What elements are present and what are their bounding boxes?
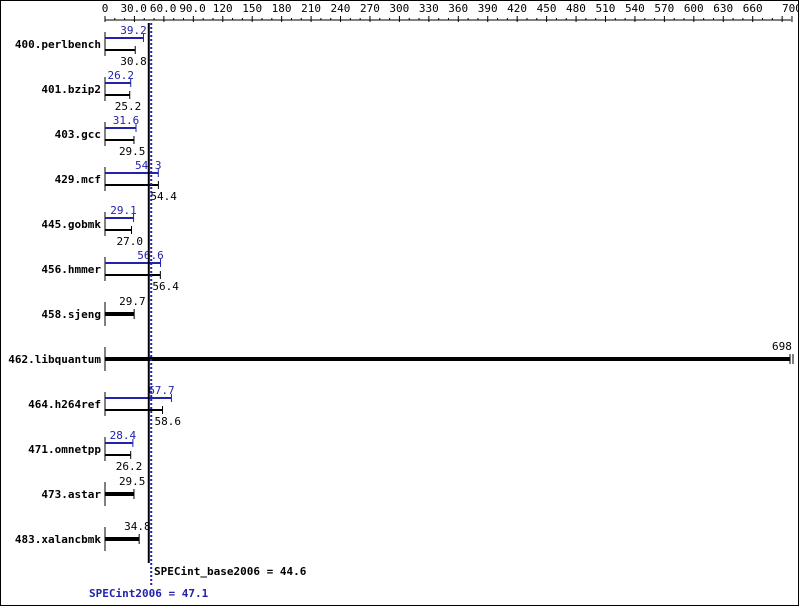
base-value-label: 58.6: [155, 415, 182, 428]
benchmark-label: 401.bzip2: [41, 83, 101, 96]
x-tick-label: 210: [301, 2, 321, 15]
benchmark-label: 464.h264ref: [28, 398, 101, 411]
x-tick-label: 700: [782, 2, 798, 15]
peak-mean-label: SPECint2006 = 47.1: [89, 587, 209, 600]
x-tick-label: 330: [419, 2, 439, 15]
x-tick-label: 360: [448, 2, 468, 15]
peak-value-label: 28.4: [110, 429, 137, 442]
x-tick-label: 60.0: [150, 2, 177, 15]
x-tick-label: 120: [213, 2, 233, 15]
x-tick-label: 450: [537, 2, 557, 15]
benchmark-label: 462.libquantum: [8, 353, 101, 366]
base-value-label: 27.0: [116, 235, 143, 248]
x-tick-label: 420: [507, 2, 527, 15]
x-tick-label: 540: [625, 2, 645, 15]
x-tick-label: 150: [242, 2, 262, 15]
x-tick-label: 270: [360, 2, 380, 15]
peak-value-label: 26.2: [107, 69, 134, 82]
x-tick-label: 630: [713, 2, 733, 15]
peak-value-label: 29.1: [110, 204, 137, 217]
x-tick-label: 180: [272, 2, 292, 15]
peak-value-label: 31.6: [113, 114, 140, 127]
base-value-label: 25.2: [115, 100, 141, 113]
peak-value-label: 67.7: [148, 384, 175, 397]
base-value-label: 34.8: [124, 520, 150, 533]
base-value-label: 26.2: [116, 460, 143, 473]
x-tick-label: 480: [566, 2, 586, 15]
benchmark-label: 471.omnetpp: [28, 443, 101, 456]
base-value-label: 29.5: [119, 475, 146, 488]
base-value-label: 54.4: [150, 190, 177, 203]
base-value-label: 30.8: [120, 55, 147, 68]
benchmark-label: 473.astar: [41, 488, 101, 501]
benchmark-label: 445.gobmk: [41, 218, 101, 231]
benchmark-label: 400.perlbench: [15, 38, 101, 51]
x-tick-label: 90.0: [179, 2, 206, 15]
benchmark-label: 456.hmmer: [41, 263, 101, 276]
base-value-label: 29.7: [119, 295, 146, 308]
x-tick-label: 300: [389, 2, 409, 15]
x-tick-label: 660: [743, 2, 763, 15]
x-tick-label: 510: [596, 2, 616, 15]
x-tick-label: 240: [331, 2, 351, 15]
x-tick-label: 30.0: [120, 2, 146, 15]
base-value-label: 56.4: [152, 280, 179, 293]
x-tick-label: 390: [478, 2, 498, 15]
benchmark-label: 403.gcc: [55, 128, 101, 141]
benchmark-label: 483.xalancbmk: [15, 533, 101, 546]
x-tick-label: 570: [654, 2, 674, 15]
peak-value-label: 39.2: [120, 24, 147, 37]
base-mean-label: SPECint_base2006 = 44.6: [154, 565, 307, 578]
benchmark-label: 429.mcf: [55, 173, 101, 186]
base-value-label: 29.5: [119, 145, 146, 158]
x-tick-label: 600: [684, 2, 704, 15]
base-value-label: 698: [772, 340, 792, 353]
benchmark-label: 458.sjeng: [41, 308, 101, 321]
x-tick-label: 0: [102, 2, 109, 15]
